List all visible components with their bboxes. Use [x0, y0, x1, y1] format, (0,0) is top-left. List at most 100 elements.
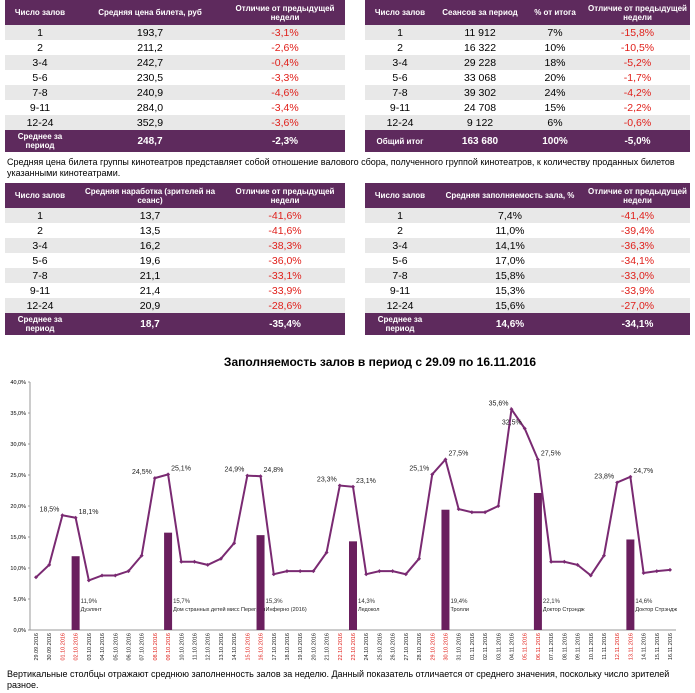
table-cell: -5,2% [585, 55, 690, 70]
table-cell: -3,3% [225, 70, 345, 85]
x-tick-label: 29.09.2016 [34, 633, 40, 661]
table-cell: 7-8 [5, 85, 75, 100]
table-cell: 10% [525, 40, 585, 55]
bar [533, 492, 542, 630]
point [166, 472, 171, 477]
footer-cell: -2,3% [225, 130, 345, 152]
table-cell: 16 322 [435, 40, 525, 55]
bar [626, 539, 635, 630]
footer-cell: 248,7 [75, 130, 225, 152]
x-tick-label: 22.10.2016 [338, 633, 344, 661]
point [245, 473, 250, 478]
x-tick-label: 03.11.2016 [496, 633, 502, 660]
table-cell: -39,4% [585, 223, 690, 238]
y-tick-label: 25,0% [10, 473, 26, 479]
header-cell: Отличие от предыдущей недели [585, 183, 690, 208]
point [430, 472, 435, 477]
table-cell: -28,6% [225, 298, 345, 313]
table-cell: 2 [365, 40, 435, 55]
footer-cell: -35,4% [225, 313, 345, 335]
chart-title: Заполняемость залов в период с 29.09 по … [224, 355, 536, 369]
film-label: Дуэлянт [81, 607, 102, 613]
y-tick-label: 10,0% [10, 566, 26, 572]
footer-cell: 18,7 [75, 313, 225, 335]
bar [164, 532, 173, 630]
point-label: 24,5% [132, 469, 152, 476]
x-tick-label: 06.10.2016 [126, 633, 132, 661]
x-tick-label: 28.10.2016 [417, 633, 423, 661]
bar-label: 15,3% [266, 599, 284, 605]
table-cell: -3,1% [225, 25, 345, 40]
bar [71, 556, 80, 630]
point [152, 476, 157, 481]
table-cell: 5-6 [365, 70, 435, 85]
point-label: 25,1% [409, 465, 429, 472]
x-tick-label: 25.10.2016 [377, 633, 383, 661]
table-cell: 16,2 [75, 238, 225, 253]
point [403, 572, 408, 577]
film-label: Доктор Стрэндж [543, 607, 585, 613]
x-tick-label: 14.10.2016 [232, 633, 238, 661]
bar-label: 15,7% [173, 599, 191, 605]
point-label: 23,1% [356, 478, 376, 485]
y-tick-label: 0,0% [13, 628, 26, 634]
table-cell: -41,4% [585, 208, 690, 223]
x-tick-label: 07.10.2016 [140, 633, 146, 661]
table-cell: -0,4% [225, 55, 345, 70]
x-tick-label: 10.10.2016 [179, 633, 185, 661]
x-tick-label: 07.11.2016 [549, 633, 555, 660]
point [483, 510, 488, 515]
point [549, 559, 554, 564]
x-tick-label: 13.10.2016 [219, 633, 225, 661]
y-tick-label: 20,0% [10, 504, 26, 510]
table-cell: -36,0% [225, 253, 345, 268]
table-cell: 21,1 [75, 268, 225, 283]
y-tick-label: 15,0% [10, 535, 26, 541]
point [628, 474, 633, 479]
table-cell: -34,1% [585, 253, 690, 268]
header-cell: Отличие от предыдущей недели [225, 183, 345, 208]
x-tick-label: 04.10.2016 [100, 633, 106, 661]
film-label: Ледокол [358, 607, 379, 613]
point [284, 569, 289, 574]
point [311, 569, 316, 574]
table-cell: 19,6 [75, 253, 225, 268]
header-cell: Число залов [5, 183, 75, 208]
header-cell: Отличие от предыдущей недели [225, 0, 345, 25]
table-cell: 3-4 [5, 55, 75, 70]
table-cell: 7-8 [5, 268, 75, 283]
table-cell: 5-6 [5, 70, 75, 85]
table-cell: 15,3% [435, 283, 585, 298]
table-cell: -33,9% [225, 283, 345, 298]
footer-cell: Среднее за период [5, 313, 75, 335]
x-tick-label: 15.10.2016 [245, 633, 251, 661]
x-tick-label: 02.10.2016 [74, 633, 80, 661]
header-cell: Средняя цена билета, руб [75, 0, 225, 25]
point [469, 510, 474, 515]
x-tick-label: 10.11.2016 [589, 633, 595, 660]
point [139, 553, 144, 558]
point [364, 572, 369, 577]
sessions-table: Число залов Сеансов за период% от итога От… [365, 0, 690, 152]
x-tick-label: 12.11.2016 [615, 633, 621, 660]
table-cell: -4,2% [585, 85, 690, 100]
table-cell: 5-6 [365, 253, 435, 268]
table-cell: 7-8 [365, 268, 435, 283]
table-cell: -10,5% [585, 40, 690, 55]
table-cell: 242,7 [75, 55, 225, 70]
film-label: Тролли [450, 607, 469, 613]
table-cell: 7% [525, 25, 585, 40]
point [126, 569, 131, 574]
film-label: Доктор Стрэндж [635, 607, 677, 613]
x-tick-label: 23.10.2016 [351, 633, 357, 661]
header-cell: % от итога [525, 0, 585, 25]
point [86, 578, 91, 583]
bar-label: 14,3% [358, 599, 376, 605]
point [443, 457, 448, 462]
table-cell: -0,6% [585, 115, 690, 130]
table-cell: 11 912 [435, 25, 525, 40]
point [562, 559, 567, 564]
point [641, 570, 646, 575]
point [351, 484, 355, 489]
x-tick-label: 20.10.2016 [311, 633, 317, 661]
